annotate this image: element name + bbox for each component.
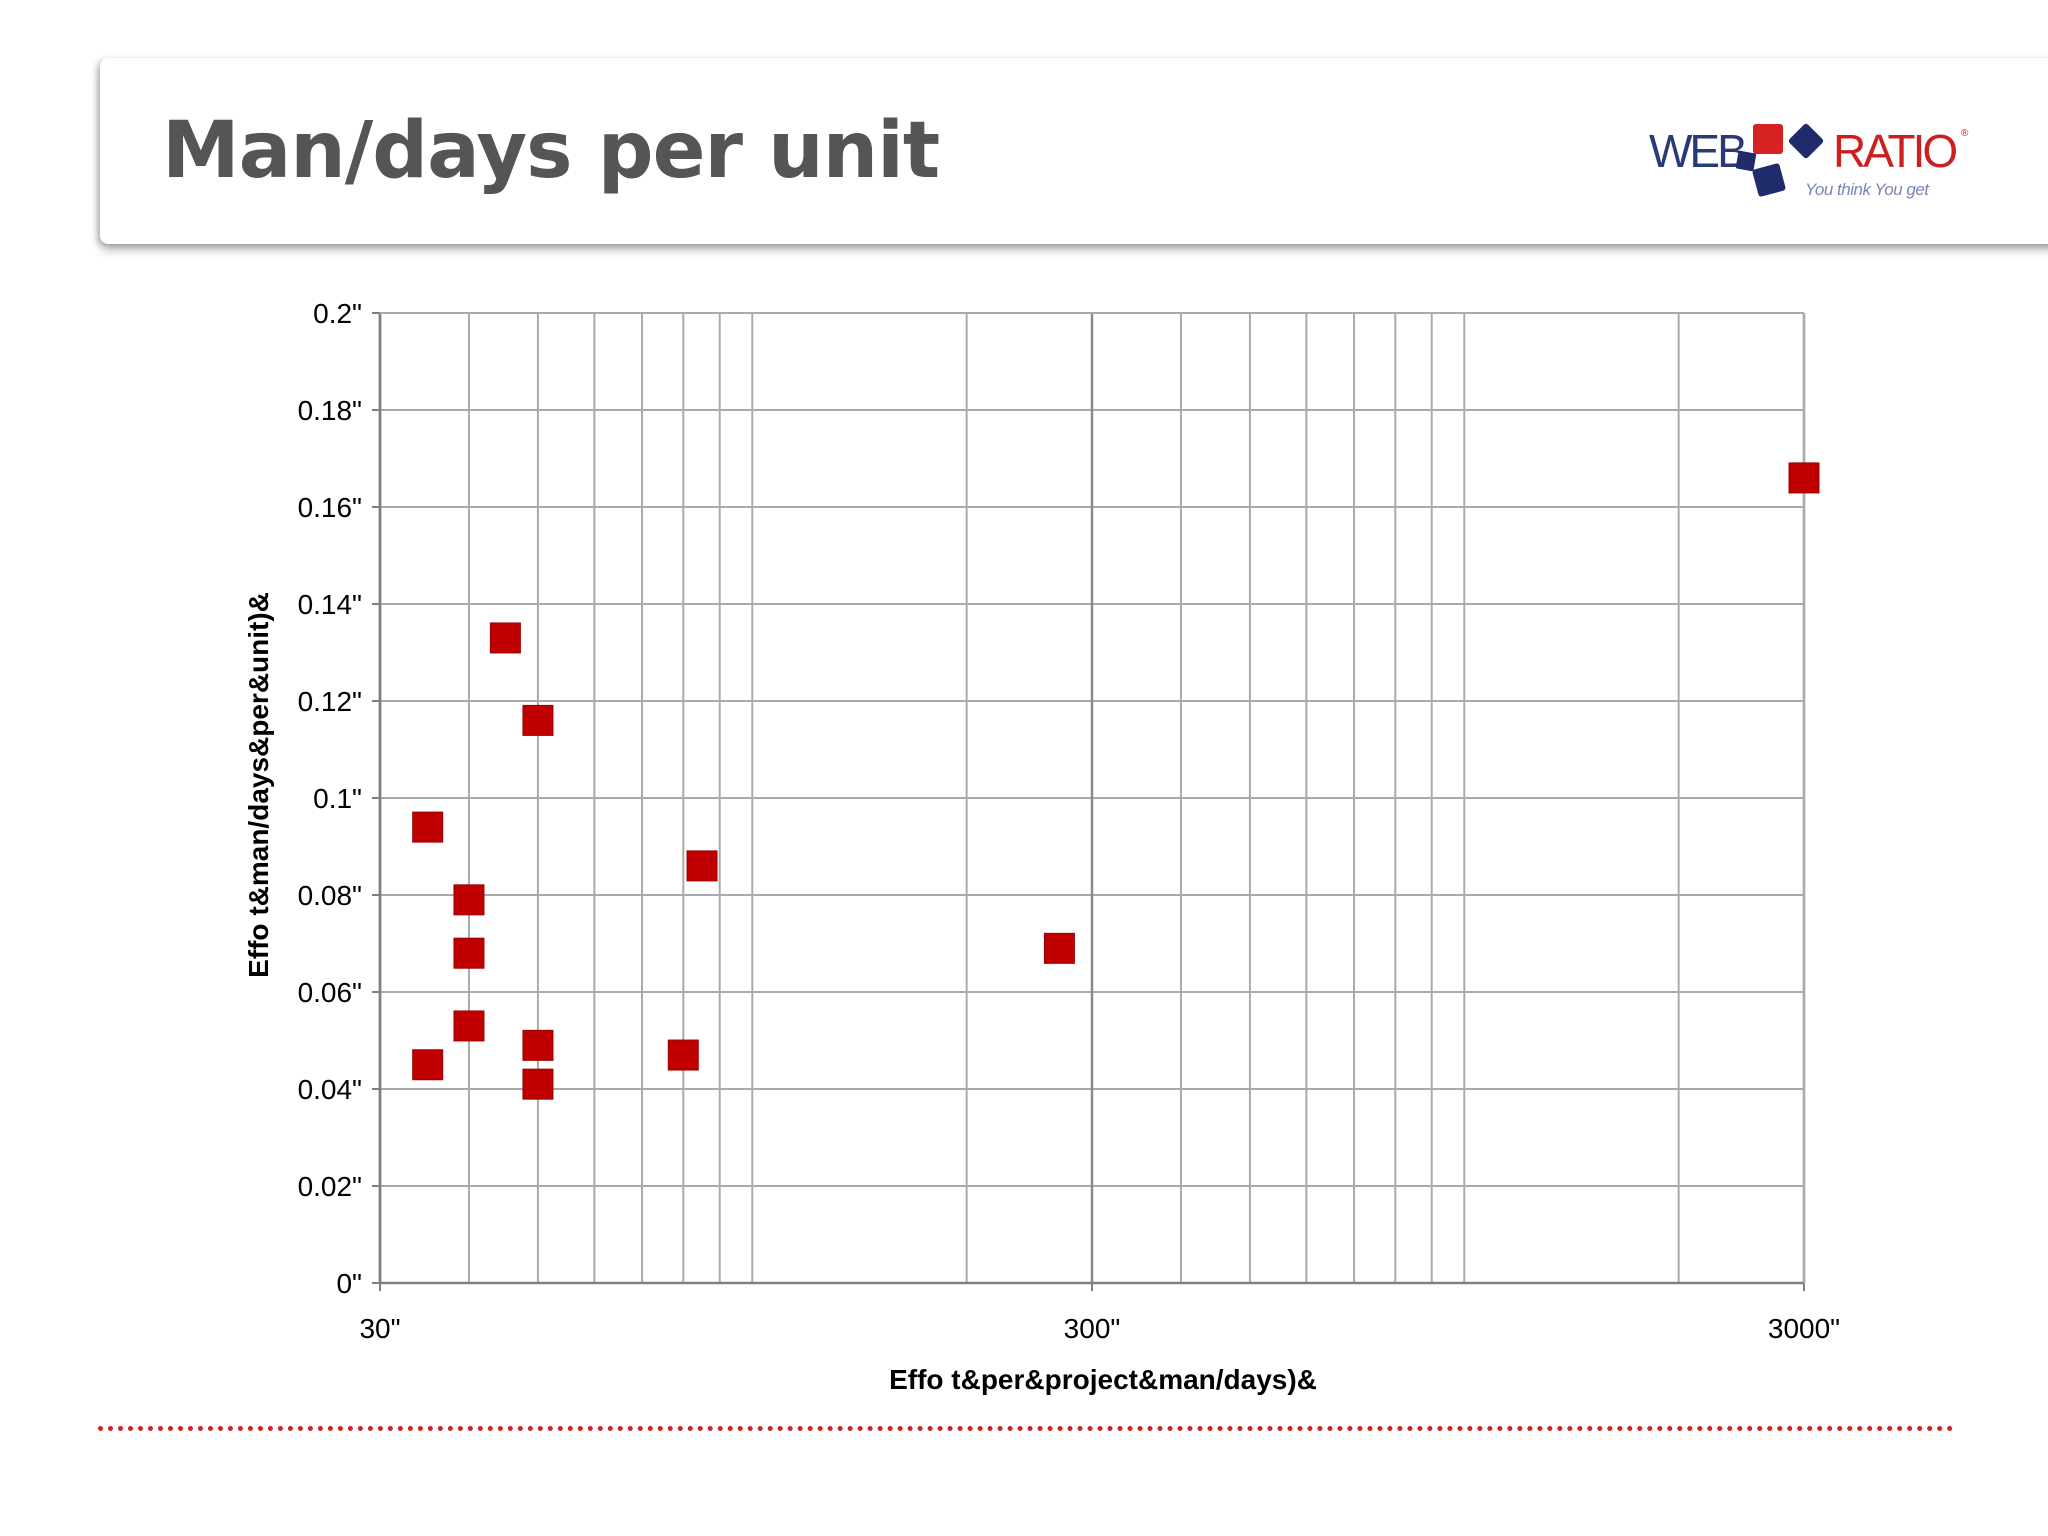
- webratio-logo: WEB RATIO ® You think You get: [1645, 114, 1975, 214]
- data-point: [522, 1029, 554, 1061]
- data-point: [667, 1039, 699, 1071]
- x-tick-label: 30": [359, 1313, 400, 1344]
- x-tick-label: 300": [1064, 1313, 1121, 1344]
- y-tick-label: 0.14": [298, 589, 362, 620]
- data-point: [453, 937, 485, 969]
- x-axis-title: Effo t&per&project&man/days)&: [889, 1364, 1317, 1395]
- logo-tagline: You think You get: [1805, 180, 1929, 199]
- data-point: [412, 811, 444, 843]
- chart-tick-labels: 0" 0.02" 0.04" 0.06" 0.08" 0.1" 0.12" 0.14" 0.16…: [298, 298, 1841, 1344]
- title-bar: Man/days per unit: [100, 58, 2048, 244]
- logo-word-ratio: RATIO: [1833, 125, 1958, 177]
- y-tick-label: 0.08": [298, 880, 362, 911]
- y-tick-label: 0.02": [298, 1171, 362, 1202]
- data-point: [453, 884, 485, 916]
- data-point: [453, 1010, 485, 1042]
- logo-red-square-icon: [1753, 124, 1783, 154]
- footer-dotted-rule: [98, 1426, 1954, 1431]
- data-point: [522, 1068, 554, 1100]
- y-tick-label: 0.18": [298, 395, 362, 426]
- logo-registered-mark: ®: [1961, 128, 1969, 139]
- data-point: [522, 704, 554, 736]
- y-tick-label: 0": [336, 1268, 362, 1299]
- y-tick-label: 0.16": [298, 492, 362, 523]
- chart-grid: [378, 312, 1806, 1284]
- y-tick-label: 0.12": [298, 686, 362, 717]
- data-point: [686, 850, 718, 882]
- y-axis-title: Effo t&man/days&per&unit)&: [243, 592, 274, 978]
- logo-word-web: WEB: [1649, 125, 1748, 177]
- y-tick-label: 0.1": [313, 783, 362, 814]
- chart-points: [412, 462, 1820, 1100]
- data-point: [412, 1049, 444, 1081]
- y-tick-label: 0.2": [313, 298, 362, 329]
- chart-axes: [372, 312, 1805, 1291]
- x-tick-label: 3000": [1768, 1313, 1840, 1344]
- data-point: [1788, 462, 1820, 494]
- data-point: [1043, 932, 1075, 964]
- data-point: [489, 622, 521, 654]
- slide-title: Man/days per unit: [162, 106, 940, 196]
- y-tick-label: 0.04": [298, 1074, 362, 1105]
- y-tick-label: 0.06": [298, 977, 362, 1008]
